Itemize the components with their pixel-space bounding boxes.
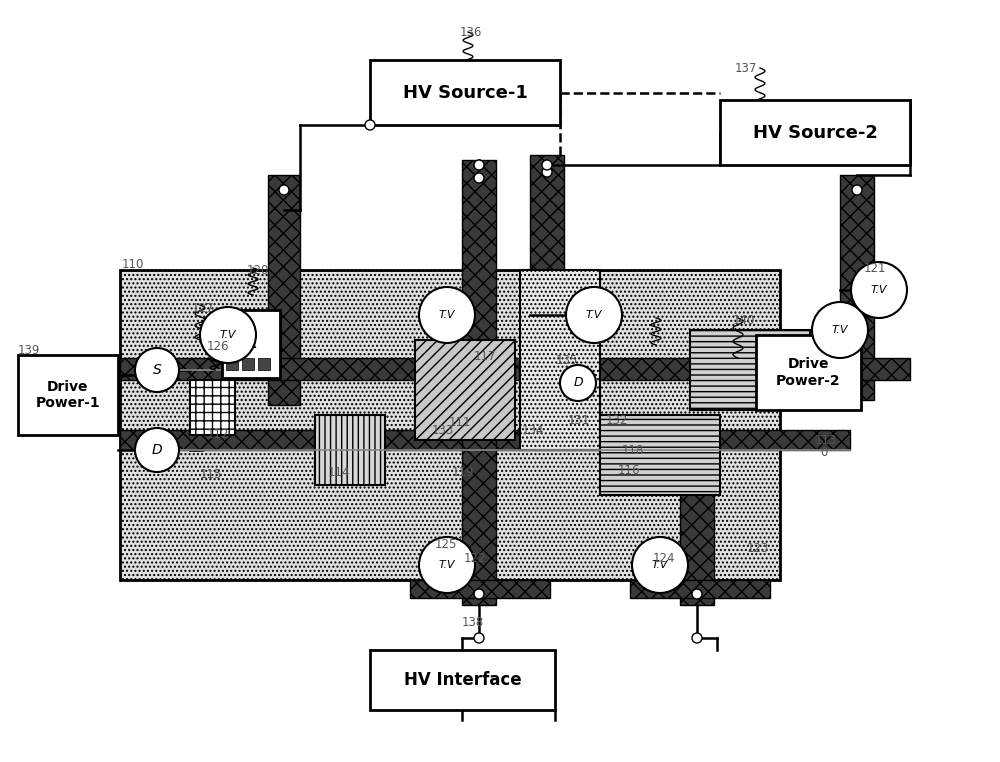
Circle shape (135, 348, 179, 392)
Bar (520, 270, 600, 450)
Text: 126: 126 (207, 341, 230, 354)
Circle shape (474, 160, 484, 170)
Circle shape (419, 287, 475, 343)
Text: 127: 127 (192, 302, 214, 315)
Text: 137: 137 (735, 62, 757, 75)
Bar (370, 60, 560, 125)
Bar (530, 155, 564, 420)
Circle shape (852, 185, 862, 195)
Text: D: D (573, 376, 583, 389)
Bar (226, 358, 238, 370)
Text: 122: 122 (464, 552, 486, 565)
Text: T.V: T.V (832, 325, 848, 335)
Text: Drive
Power-2: Drive Power-2 (776, 357, 841, 388)
Circle shape (812, 302, 868, 358)
Text: HV Source-1: HV Source-1 (403, 84, 527, 101)
Text: HV Source-2: HV Source-2 (753, 123, 877, 142)
Bar (462, 160, 496, 420)
Bar (600, 415, 720, 495)
Circle shape (542, 167, 552, 177)
Bar (410, 580, 550, 598)
Bar (315, 415, 385, 485)
Circle shape (566, 287, 622, 343)
Bar (120, 430, 850, 450)
Text: T.V: T.V (871, 285, 887, 295)
Bar (415, 340, 515, 440)
Text: 124: 124 (653, 552, 676, 565)
Text: 112: 112 (207, 428, 230, 441)
Text: T.V: T.V (652, 560, 668, 570)
Bar (680, 420, 714, 605)
Circle shape (419, 537, 475, 593)
Text: 139: 139 (18, 344, 40, 357)
Text: 110: 110 (122, 258, 144, 271)
Bar (630, 580, 770, 598)
Bar (222, 310, 280, 378)
Bar (710, 358, 910, 380)
Text: T.V: T.V (586, 310, 602, 320)
Bar (690, 330, 810, 410)
Text: 133: 133 (432, 424, 454, 437)
Circle shape (560, 365, 596, 401)
Text: 131: 131 (568, 414, 590, 427)
Bar (840, 175, 874, 400)
Bar (242, 358, 254, 370)
Text: 117: 117 (474, 350, 496, 363)
Text: D: D (152, 443, 162, 457)
Text: 120: 120 (247, 264, 269, 277)
Bar (18, 355, 118, 435)
Text: S: S (153, 363, 161, 377)
Circle shape (365, 120, 375, 130)
Text: 119: 119 (452, 466, 475, 479)
Text: 115: 115 (200, 469, 222, 482)
Text: 116: 116 (618, 463, 640, 476)
Text: 114: 114 (328, 466, 351, 479)
Text: Drive
Power-1: Drive Power-1 (36, 380, 100, 410)
Bar (120, 270, 780, 580)
Text: T.V: T.V (439, 310, 455, 320)
Text: 111: 111 (449, 415, 472, 428)
Text: 125: 125 (435, 539, 457, 552)
Circle shape (632, 537, 688, 593)
Bar (720, 100, 910, 165)
Bar (190, 380, 235, 435)
Bar (268, 175, 300, 405)
Text: 138: 138 (462, 616, 484, 629)
Text: 123: 123 (747, 542, 769, 555)
Text: R: R (245, 337, 257, 351)
Text: T.V: T.V (220, 330, 236, 340)
Circle shape (200, 307, 256, 363)
Text: 118: 118 (622, 443, 644, 456)
Bar (370, 650, 555, 710)
Circle shape (542, 160, 552, 170)
Circle shape (474, 589, 484, 599)
Bar (462, 420, 496, 605)
Text: HV Interface: HV Interface (404, 671, 521, 689)
Text: T.V: T.V (439, 560, 455, 570)
Bar (756, 335, 861, 410)
Text: 0: 0 (820, 446, 827, 459)
Circle shape (135, 428, 179, 472)
Text: 132: 132 (606, 414, 628, 427)
Circle shape (851, 262, 907, 318)
Circle shape (692, 633, 702, 643)
Text: 136: 136 (460, 25, 482, 39)
Text: 113: 113 (815, 434, 837, 447)
Circle shape (279, 185, 289, 195)
Circle shape (474, 173, 484, 183)
Bar (120, 358, 710, 380)
Text: 121: 121 (864, 261, 887, 274)
Text: 134: 134 (522, 424, 544, 437)
Text: 135: 135 (556, 354, 578, 367)
Circle shape (474, 633, 484, 643)
Text: 140: 140 (733, 313, 755, 326)
Circle shape (692, 589, 702, 599)
Bar (258, 358, 270, 370)
